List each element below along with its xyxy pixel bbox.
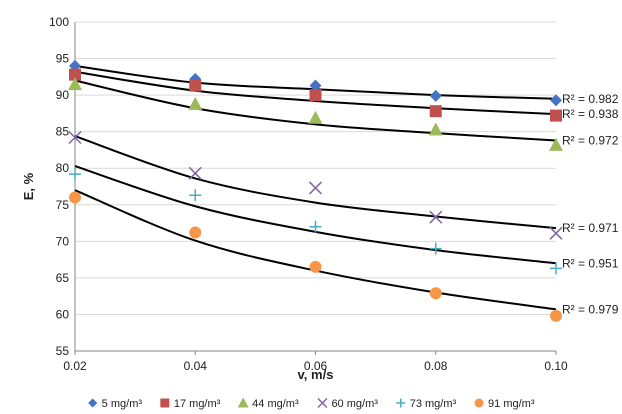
r2-label: R² = 0.951	[562, 256, 619, 270]
legend-item: 17 mg/m³	[160, 398, 221, 410]
y-tick-label: 65	[56, 271, 70, 285]
legend-marker	[396, 398, 406, 408]
trendline	[74, 135, 557, 230]
grid-lines	[75, 21, 556, 352]
data-markers	[68, 59, 563, 322]
legend-label: 60 mg/m³	[331, 398, 378, 410]
y-tick-label: 95	[56, 52, 70, 66]
y-axis-title: E, %	[21, 172, 36, 200]
y-tick-label: 60	[56, 307, 70, 321]
legend-item: 91 mg/m³	[474, 398, 535, 410]
trendline	[74, 165, 557, 265]
data-point	[550, 94, 562, 107]
y-tick-label: 85	[56, 125, 70, 139]
data-point	[549, 137, 563, 151]
data-point	[309, 220, 322, 233]
data-point	[429, 105, 442, 118]
legend-marker	[160, 398, 170, 408]
data-point	[429, 287, 442, 300]
x-tick-label: 0.02	[63, 359, 87, 373]
legend-item: 44 mg/m³	[237, 397, 299, 410]
legend-marker	[237, 397, 249, 408]
legend-item: 73 mg/m³	[396, 398, 457, 410]
y-tick-label: 100	[49, 15, 69, 29]
data-point	[549, 226, 563, 240]
data-point	[68, 130, 82, 145]
r2-label: R² = 0.982	[562, 92, 619, 106]
legend-label: 73 mg/m³	[410, 398, 457, 410]
x-tick-label: 0.08	[424, 359, 448, 373]
x-tick-label: 0.10	[544, 359, 568, 373]
legend-item: 5 mg/m³	[88, 398, 142, 410]
r2-label: R² = 0.938	[562, 107, 619, 121]
data-point	[429, 210, 443, 224]
legend-label: 5 mg/m³	[102, 398, 143, 410]
y-tick-label: 55	[56, 344, 70, 358]
axes: 55 60 65 70 75 80 85 90 95 100 0.02 0.04 0.06 0.08 0.1…	[49, 15, 568, 373]
y-tick-label: 80	[56, 161, 70, 175]
data-point	[550, 309, 562, 322]
y-tick-label: 75	[56, 198, 70, 212]
data-point	[550, 109, 562, 122]
data-point	[188, 166, 202, 180]
data-point	[550, 262, 562, 275]
data-point	[309, 89, 322, 102]
r2-label: R² = 0.979	[562, 302, 619, 316]
legend-marker	[474, 398, 484, 408]
trendline	[74, 79, 557, 142]
x-axis-title: v, m/s	[298, 367, 334, 382]
data-point	[69, 168, 81, 181]
data-point	[429, 242, 442, 255]
data-point	[68, 77, 82, 91]
data-point	[188, 96, 203, 110]
data-point	[189, 189, 202, 202]
legend-item: 60 mg/m³	[317, 397, 378, 410]
x-tick-label: 0.04	[184, 359, 208, 373]
r2-label: R² = 0.972	[562, 133, 619, 147]
legend-label: 17 mg/m³	[174, 398, 221, 410]
data-point	[69, 68, 81, 81]
r2-label: R² = 0.971	[562, 221, 619, 235]
y-tick-label: 90	[56, 88, 70, 102]
data-point	[189, 79, 202, 92]
data-point	[308, 181, 323, 195]
legend: 5 mg/m³ 17 mg/m³ 44 mg/m³ 60 mg/m³ 73 mg/m³ 9…	[88, 397, 535, 410]
legend-label: 91 mg/m³	[488, 398, 535, 410]
data-point	[429, 89, 442, 102]
trendline	[74, 189, 557, 311]
data-point	[309, 79, 322, 92]
data-point	[308, 110, 323, 124]
legend-marker	[317, 397, 328, 409]
data-point	[69, 191, 81, 204]
data-point	[428, 122, 443, 136]
legend-label: 44 mg/m³	[252, 398, 299, 410]
y-tick-label: 70	[56, 234, 70, 248]
x-tick-label: 0.06	[304, 359, 328, 373]
data-point	[309, 260, 322, 273]
data-point	[189, 226, 202, 239]
legend-marker	[88, 398, 98, 408]
